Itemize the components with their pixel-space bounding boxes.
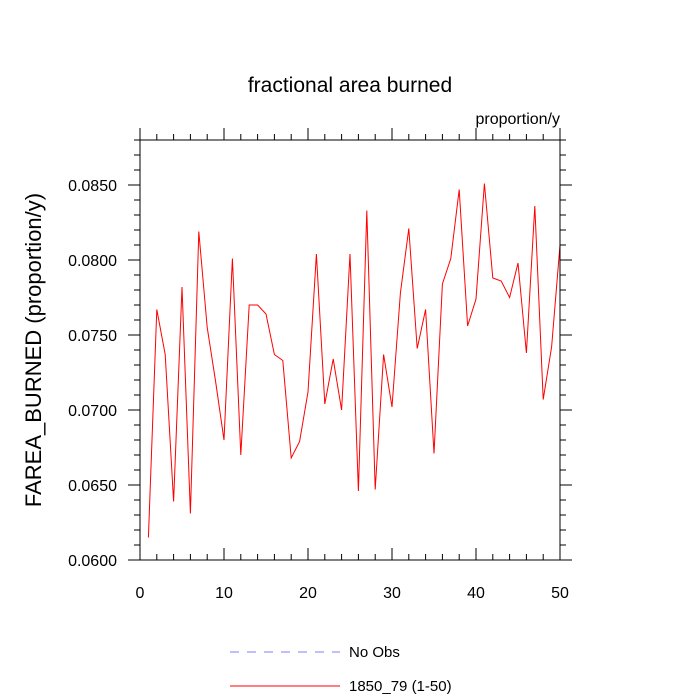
axis-ticks	[128, 128, 572, 561]
y-tick-label: 0.0750	[68, 328, 117, 345]
x-tick-label: 10	[215, 585, 233, 602]
x-tick-label: 40	[467, 585, 485, 602]
x-tick-label: 50	[551, 585, 569, 602]
y-tick-label: 0.0700	[68, 403, 117, 420]
x-tick-label: 0	[136, 585, 145, 602]
series-layer	[147, 183, 561, 538]
y-tick-label: 0.0850	[68, 178, 117, 195]
y-tick-label: 0.0650	[68, 478, 117, 495]
plot-frame	[139, 139, 561, 561]
x-tick-label: 20	[299, 585, 317, 602]
y-axis-label: FAREA_BURNED (proportion/y)	[21, 193, 46, 507]
series-line-1	[147, 183, 561, 538]
x-tick-label: 30	[383, 585, 401, 602]
units-label: proportion/y	[476, 111, 561, 128]
legend-label-1850-79: 1850_79 (1-50)	[349, 678, 452, 695]
axis-tick-labels: 0 10 20 30 40 50 0.0600 0.0650 0.0700 0.0750 0.080…	[68, 178, 569, 602]
y-tick-label: 0.0600	[68, 553, 117, 570]
legend: No Obs 1850_79 (1-50)	[230, 644, 452, 695]
legend-label-no-obs: No Obs	[349, 644, 400, 661]
chart-title: fractional area burned	[248, 74, 452, 97]
y-tick-label: 0.0800	[68, 253, 117, 270]
